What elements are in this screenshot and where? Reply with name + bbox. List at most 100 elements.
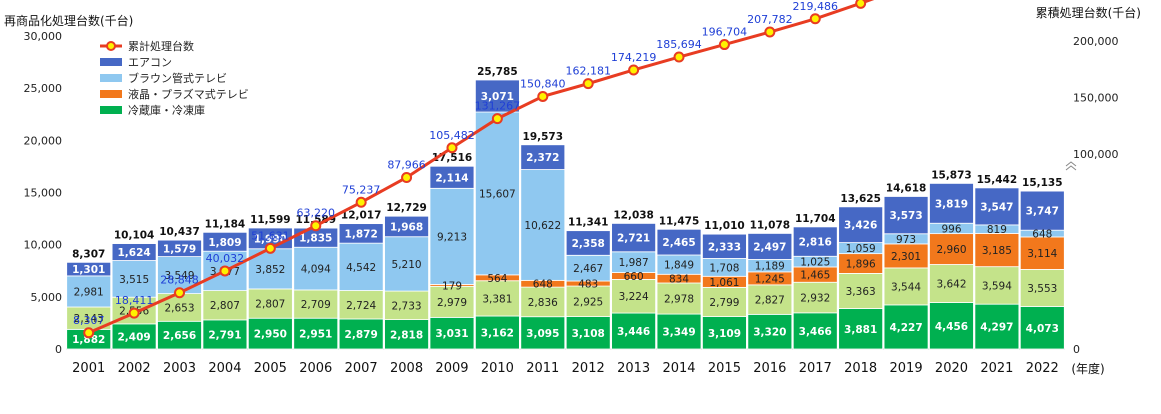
bar-segment: [429, 187, 475, 285]
bar-segment: [565, 254, 611, 282]
x-tick-label: 2011: [526, 361, 559, 376]
cumulative-point: [128, 307, 140, 319]
bar-value-label: 3,185: [982, 245, 1012, 257]
bar-value-label: 2,827: [755, 295, 785, 307]
bar-segment: [883, 243, 929, 269]
bar-segment: [202, 290, 248, 321]
bar-segment: [702, 233, 747, 259]
bar-segment: [520, 286, 566, 318]
x-tick-label: 2018: [844, 361, 877, 376]
bar-value-label: 1,809: [208, 237, 241, 249]
bar-value-label: 2,114: [435, 172, 468, 184]
bar-value-label: 1,301: [72, 264, 105, 276]
bar-segment: [565, 230, 611, 256]
bar-segment: [1019, 190, 1065, 231]
bar-value-label: 3,320: [753, 327, 786, 339]
bar-value-label: 1,708: [709, 262, 739, 274]
bar-value-label: 2,656: [163, 330, 196, 342]
bar-value-label: 2,721: [617, 233, 650, 245]
bar-value-label: 4,456: [935, 321, 968, 333]
bar-segment: [974, 233, 1020, 268]
bar-segment: [474, 315, 520, 350]
bar-segment: [565, 285, 611, 317]
bar-segment: [747, 233, 793, 260]
cumulative-point: [310, 220, 322, 232]
bar-segment: [429, 285, 475, 318]
bar-value-label: 834: [669, 274, 689, 286]
cumulative-value-label: 150,840: [520, 77, 566, 90]
bar-value-label: 2,143: [74, 313, 104, 325]
bar-value-label: 564: [487, 273, 507, 285]
bar-segment: [202, 231, 248, 252]
bar-value-label: 2,978: [664, 294, 694, 306]
bar-value-label: 1,245: [755, 273, 785, 285]
bar-value-label: 2,372: [526, 152, 559, 164]
bar-value-label: 2,925: [573, 296, 603, 308]
bar-segment: [929, 182, 974, 224]
bar-segment: [474, 280, 520, 317]
cumulative-point: [83, 327, 95, 339]
bar-value-label: 1,835: [299, 233, 332, 245]
bar-segment: [1019, 269, 1065, 307]
bar-value-label: 3,819: [935, 198, 968, 210]
cumulative-value-label: 75,237: [342, 183, 381, 196]
bar-segment: [111, 243, 157, 261]
bar-value-label: 179: [442, 280, 462, 292]
bar-value-label: 2,497: [753, 241, 786, 253]
bar-value-label: 819: [987, 224, 1007, 236]
bar-total-label: 11,704: [795, 213, 836, 225]
bar-segment: [384, 319, 429, 350]
bar-total-label: 10,437: [159, 226, 200, 238]
bar-total-label: 12,038: [613, 209, 654, 221]
bar-segment: [974, 303, 1020, 350]
x-tick-label: 2009: [435, 361, 468, 376]
bar-segment: [838, 206, 884, 243]
cumulative-value-label: 51,631: [251, 229, 290, 242]
cumulative-value-label: 105,482: [429, 129, 475, 142]
bar-segment: [338, 290, 384, 320]
x-tick-label: 2017: [799, 361, 832, 376]
bar-value-label: 3,108: [572, 328, 605, 340]
bar-segment: [747, 284, 793, 315]
cumulative-value-label: 219,486: [793, 0, 839, 13]
y-left-tick-label: 0: [55, 343, 62, 356]
bar-segment: [66, 261, 112, 277]
bar-segment: [792, 226, 838, 257]
bar-value-label: 3,095: [526, 328, 559, 340]
bar-value-label: 2,960: [936, 244, 966, 256]
bar-value-label: 2,816: [799, 237, 832, 249]
bar-value-label: 9,213: [437, 231, 467, 243]
bar-value-label: 3,553: [1027, 283, 1057, 295]
cumulative-value-label: 40,032: [206, 252, 245, 265]
bar-value-label: 2,791: [208, 329, 241, 341]
bar-value-label: 1,579: [163, 243, 196, 255]
bar-segment: [157, 239, 202, 257]
bar-value-label: 4,227: [889, 322, 922, 334]
x-tick-label: 2003: [163, 361, 196, 376]
left-axis-title: 再商品化処理台数(千台): [4, 14, 134, 28]
bar-value-label: 2,467: [573, 263, 603, 275]
bar-value-label: 3,642: [936, 279, 966, 291]
cumulative-value-label: 174,219: [611, 51, 657, 64]
bar-value-label: 2,653: [164, 302, 194, 314]
legend-label: 液晶・プラズマ式テレビ: [128, 87, 249, 101]
cumulative-point: [174, 287, 186, 299]
bar-value-label: 4,094: [301, 264, 331, 276]
bar-value-label: 3,071: [481, 91, 514, 103]
bar-value-label: 3,381: [482, 293, 512, 305]
bar-segment: [611, 223, 657, 253]
bar-total-label: 11,475: [659, 215, 700, 227]
bar-segment: [974, 187, 1020, 226]
legend-swatch: [100, 58, 122, 66]
bar-value-label: 996: [941, 223, 961, 235]
bar-segment: [565, 316, 611, 350]
bar-segment: [429, 165, 475, 189]
bar-segment: [1019, 306, 1065, 350]
bar-value-label: 660: [624, 271, 644, 283]
bar-value-label: 2,981: [74, 286, 104, 298]
bar-value-label: 648: [1032, 229, 1052, 241]
bar-total-label: 11,599: [250, 214, 291, 226]
x-tick-label: 2010: [481, 361, 514, 376]
cumulative-point: [264, 242, 276, 254]
